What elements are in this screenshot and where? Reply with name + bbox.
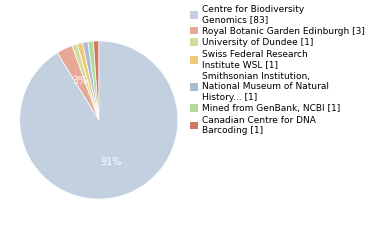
Wedge shape <box>93 41 99 120</box>
Wedge shape <box>57 46 99 120</box>
Text: 91%: 91% <box>100 157 121 167</box>
Wedge shape <box>88 41 99 120</box>
Wedge shape <box>20 41 178 199</box>
Wedge shape <box>77 43 99 120</box>
Wedge shape <box>82 42 99 120</box>
Text: 3%: 3% <box>72 76 87 86</box>
Legend: Centre for Biodiversity
Genomics [83], Royal Botanic Garden Edinburgh [3], Unive: Centre for Biodiversity Genomics [83], R… <box>190 5 365 135</box>
Wedge shape <box>72 44 99 120</box>
